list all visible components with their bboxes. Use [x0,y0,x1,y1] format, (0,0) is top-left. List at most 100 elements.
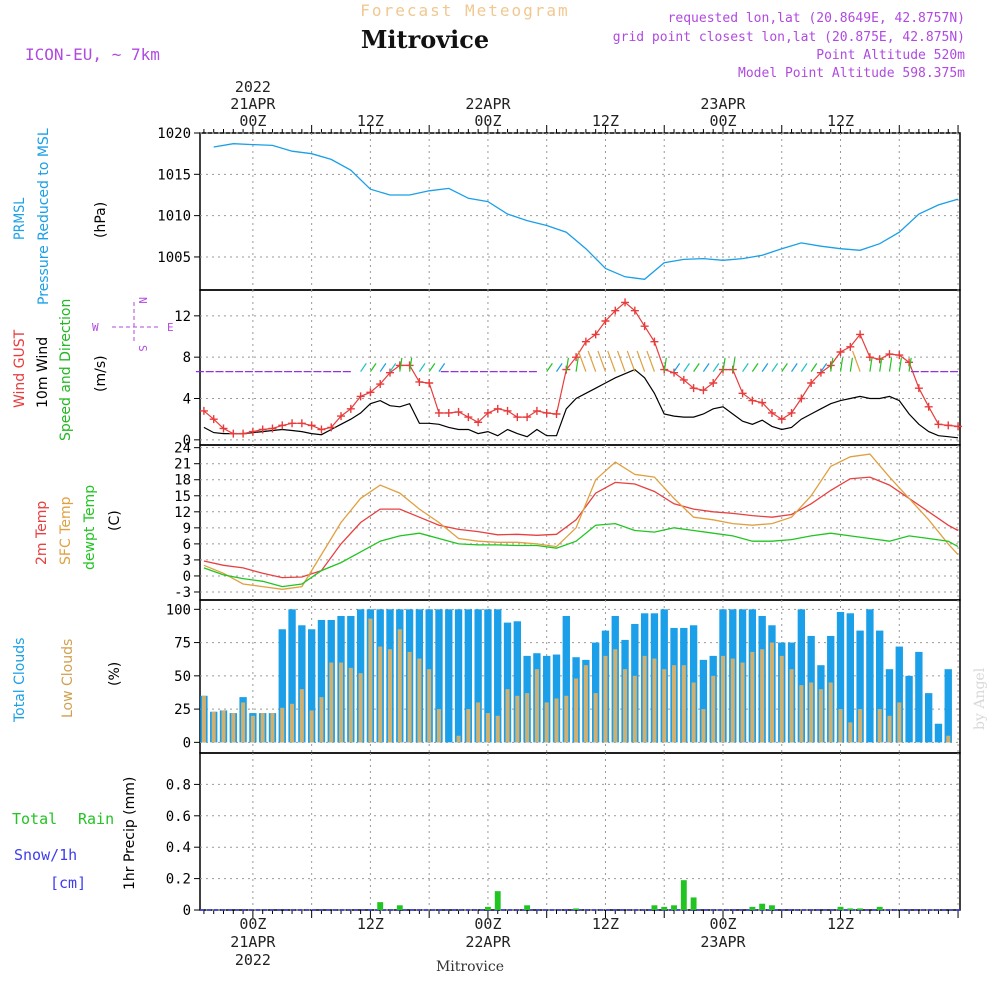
footer-station: Mitrovice [436,959,504,975]
low-cloud-bar [848,722,853,743]
y-tick-label: 21 [174,457,191,473]
total-cloud-bar [797,609,806,743]
low-cloud-bar [632,675,637,743]
bottom-time-label: 00Z [474,915,501,933]
gust-point [885,350,894,359]
low-cloud-bar [593,693,598,743]
top-time-label: 00Z [709,112,736,130]
wind-direction-arrow [693,363,700,372]
gust-point [875,355,884,364]
pressure-label: Pressure Reduced to MSL [36,128,52,305]
total-cloud-bar [435,609,443,743]
low-cloud-bar [809,682,814,743]
total-cloud-bar [924,693,933,743]
y-tick-label: 12 [174,505,191,521]
wind-direction-arrow [791,363,798,372]
low-cloud-bar [799,685,804,743]
y-tick-label: 0.4 [166,840,191,856]
top-time-label: 21APR [230,95,276,113]
gust-point [415,377,424,386]
y-tick-label: 9 [183,521,191,537]
gust-point [865,353,874,362]
gust-point [386,368,394,377]
wind-direction-arrow [565,357,569,372]
gust-point [523,413,532,422]
low-cloud-bar [417,658,422,743]
low-cloud-bar [828,682,833,743]
gust-point [444,408,453,417]
total-cloud-bar [543,655,551,743]
total-cloud-bar [307,629,316,743]
low-cloud-bar [740,662,745,743]
total-cloud-bar [288,609,296,743]
gust-point [816,368,825,377]
low-cloud-bar [701,709,706,743]
gust-point [581,337,590,346]
rain-bar [661,906,668,910]
low-cloud-bar [574,678,579,743]
wind-direction-arrow [360,363,367,372]
gust-point [895,351,904,360]
y-tick-label: 3 [183,553,191,569]
wind-direction-arrow [626,350,636,372]
panel-frame [199,132,961,291]
y-tick-label: 4 [183,392,191,408]
total-cloud-bar [876,630,884,743]
total-cloud-bar [934,723,943,743]
wind-direction-arrow [555,363,563,372]
low-cloud-bar [887,715,892,743]
gust-point [924,402,933,411]
wind-direction-arrow [722,357,726,372]
low-cloud-bar [525,693,530,743]
y-tick-label: 100 [166,602,191,618]
low-cloud-bar [309,710,314,743]
gust-point [552,410,561,418]
low-cloud-bar [201,695,206,743]
low-cloud-bar [730,658,735,743]
low-cloud-bar [466,709,471,743]
total-cloud-bar [699,659,708,743]
total-cloud-bar [895,646,903,743]
gust-point [229,429,238,438]
low-cloud-bar [877,709,882,743]
low-cloud-bar [495,715,500,743]
gust-point [434,408,443,417]
wind-direction-arrow [849,357,853,372]
wind-gust-line [203,301,959,435]
gust-point [297,419,306,428]
low-cloud-bar [838,709,843,743]
low-cloud-bar [642,655,647,743]
wind-direction-arrow [546,363,553,372]
gust-point [474,418,483,427]
gust-point [532,406,541,415]
y-tick-label: 0.6 [166,809,191,825]
total-cloud-bar [454,609,463,743]
gust-point [278,421,287,430]
rain-bar [573,908,580,910]
gust-point [268,424,277,433]
snow-label: Snow/1h [14,846,77,864]
gust-point [846,342,855,351]
wind-direction-arrow [636,350,646,372]
top-time-label: 12Z [827,112,854,130]
gust-point [689,384,698,393]
wind-direction-arrow [898,357,902,372]
bottom-time-label: 2022 [235,951,271,969]
gust-label: Wind GUST [12,329,28,408]
rain-bar [485,906,491,910]
gust-point [239,429,248,438]
low-clouds-label: Low Clouds [60,639,76,718]
temp-unit: (C) [107,510,123,531]
gust-point [611,306,620,315]
low-cloud-bar [652,658,657,743]
y-tick-label: 1015 [157,167,191,183]
gust-point [836,348,845,356]
wind-direction-arrow [869,357,873,372]
gust-point [954,422,963,431]
y-tick-label: 12 [174,309,191,325]
gust-point [601,317,610,325]
total-cloud-bar [484,609,492,743]
low-cloud-bar [623,669,628,743]
low-cloud-bar [534,669,539,743]
